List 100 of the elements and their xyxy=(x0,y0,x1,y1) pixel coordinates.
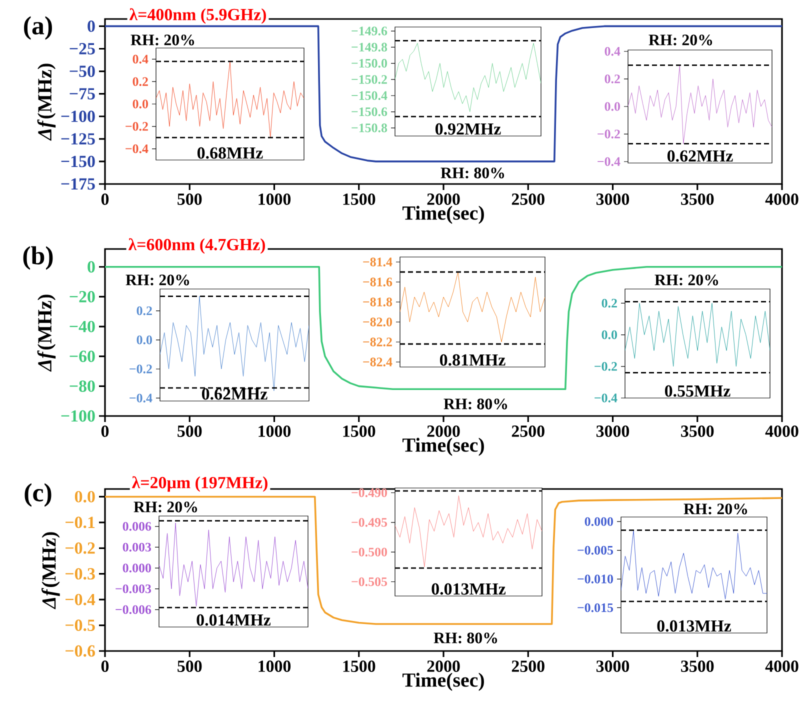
y-tick-label: 0.2 xyxy=(132,77,148,86)
y-tick-label: −0.5 xyxy=(66,620,95,632)
y-tick-label: −150.0 xyxy=(352,58,387,68)
y-axis-title: Δf(MHz) xyxy=(42,532,60,610)
x-axis-title: Time(sec) xyxy=(402,438,484,456)
x-tick-label: 3500 xyxy=(681,426,714,437)
y-tick-label: 0.2 xyxy=(604,74,620,84)
y-tick-label: −0.3 xyxy=(66,568,95,580)
y-tick-label: −0.4 xyxy=(130,394,152,402)
y-tick-label: −0.1 xyxy=(66,516,95,528)
y-tick-label: −150.2 xyxy=(352,75,387,84)
y-tick-label: −0.505 xyxy=(352,577,388,586)
y-tick-label: 0.0 xyxy=(74,490,95,502)
annotation: 0.62MHz xyxy=(202,388,268,400)
x-tick-label: 2500 xyxy=(512,194,544,205)
y-tick-label: 0.003 xyxy=(122,542,152,552)
annotation: RH: 20% xyxy=(134,502,198,512)
x-tick-label: 3500 xyxy=(681,194,714,205)
line-series xyxy=(621,530,768,600)
y-tick-label: −149.6 xyxy=(352,26,388,36)
annotation: 0.62MHz xyxy=(667,150,733,162)
y-tick-label: 0.006 xyxy=(122,522,152,531)
x-tick-label: 4000 xyxy=(765,426,798,437)
y-tick-label: −82.4 xyxy=(363,358,392,366)
annotation: 0.013MHz xyxy=(432,583,506,595)
x-tick-label: 1500 xyxy=(343,660,376,672)
y-tick-label: 0.000 xyxy=(584,517,613,526)
y-tick-label: 0.0 xyxy=(132,100,148,108)
line-series xyxy=(400,272,546,342)
y-tick-label: −0.010 xyxy=(578,574,613,584)
line-series xyxy=(159,522,308,606)
y-tick-label: −0.4 xyxy=(66,594,96,606)
y-tick-label: 0.000 xyxy=(122,564,151,572)
y-tick-label: −150.6 xyxy=(352,107,388,116)
y-tick-label: −81.6 xyxy=(363,278,392,286)
annotation: RH: 80% xyxy=(434,632,498,644)
x-tick-label: 500 xyxy=(178,194,202,205)
x-axis-title: Time(sec) xyxy=(402,672,484,691)
y-tick-label: 0.2 xyxy=(602,298,617,308)
annotation: RH: 80% xyxy=(444,398,508,410)
annotation: RH: 20% xyxy=(684,504,748,514)
text: (c) xyxy=(24,483,52,507)
annotation: 0.81MHz xyxy=(440,354,506,366)
annotation: λ=20µm (197MHz) xyxy=(132,476,268,492)
x-tick-label: 500 xyxy=(178,426,202,437)
annotation: RH: 20% xyxy=(648,34,712,46)
y-tick-label: −150.8 xyxy=(352,124,388,132)
annotation: λ=600nm (4.7GHz) xyxy=(128,238,265,254)
x-axis-title: Time(sec) xyxy=(402,206,484,224)
y-tick-label: −50 xyxy=(70,66,95,78)
y-tick-label: −81.8 xyxy=(363,298,392,306)
x-tick-label: 3000 xyxy=(596,426,630,437)
line-series xyxy=(628,64,772,144)
y-axis-title: Δf(MHz) xyxy=(37,64,56,141)
annotation: RH: 20% xyxy=(654,274,718,286)
y-tick-label: −0.003 xyxy=(116,584,152,594)
y-tick-label: −175 xyxy=(61,178,95,190)
x-tick-label: 2500 xyxy=(512,426,544,437)
annotation: 0.55MHz xyxy=(664,385,730,397)
y-tick-label: −0.005 xyxy=(578,546,614,555)
y-tick-label: −0.2 xyxy=(66,542,95,554)
x-tick-label: 1000 xyxy=(258,426,291,437)
y-tick-label: −81.4 xyxy=(363,258,392,266)
y-tick-label: −149.8 xyxy=(352,42,388,52)
y-tick-label: −0.500 xyxy=(352,548,387,556)
y-tick-label: −0.495 xyxy=(352,518,388,527)
x-tick-label: 4000 xyxy=(765,660,798,672)
y-tick-label: −0.490 xyxy=(352,488,387,498)
y-tick-label: −60 xyxy=(70,350,95,362)
annotation: RH: 20% xyxy=(126,274,190,286)
y-tick-label: 0 xyxy=(88,20,95,32)
x-tick-label: 3000 xyxy=(596,660,630,672)
x-tick-label: 0 xyxy=(101,426,109,437)
x-tick-label: 2000 xyxy=(427,194,460,205)
annotation: 0.014MHz xyxy=(196,614,271,626)
y-tick-label: −20 xyxy=(70,290,95,302)
y-tick-label: 0.4 xyxy=(132,54,148,64)
text: (b) xyxy=(23,246,53,270)
y-tick-label: −0.2 xyxy=(598,130,620,138)
y-tick-label: −0.2 xyxy=(130,364,152,374)
y-tick-label: 0.0 xyxy=(136,336,152,344)
y-tick-label: −40 xyxy=(70,320,95,332)
y-tick-label: 0.0 xyxy=(602,330,617,340)
x-tick-label: 0 xyxy=(101,660,109,672)
y-tick-label: −150 xyxy=(61,156,95,168)
x-tick-label: 500 xyxy=(178,660,202,672)
y-tick-label: −100 xyxy=(61,110,95,122)
line-series xyxy=(395,42,542,112)
line-series xyxy=(395,495,542,568)
y-tick-label: −0.2 xyxy=(126,122,148,131)
y-tick-label: −0.4 xyxy=(126,144,148,154)
y-tick-label: −0.4 xyxy=(594,394,618,402)
line-series xyxy=(156,61,304,138)
annotation: 0.92MHz xyxy=(435,123,501,135)
x-tick-label: 1000 xyxy=(258,660,291,672)
y-tick-label: −75 xyxy=(70,88,95,100)
y-tick-label: −125 xyxy=(61,133,95,145)
annotation: 0.68MHz xyxy=(197,147,263,159)
y-tick-label: −150.4 xyxy=(352,91,388,100)
y-tick-label: −0.4 xyxy=(598,157,620,166)
